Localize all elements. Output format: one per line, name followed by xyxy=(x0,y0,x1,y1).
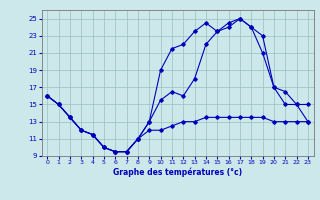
X-axis label: Graphe des températures (°c): Graphe des températures (°c) xyxy=(113,168,242,177)
